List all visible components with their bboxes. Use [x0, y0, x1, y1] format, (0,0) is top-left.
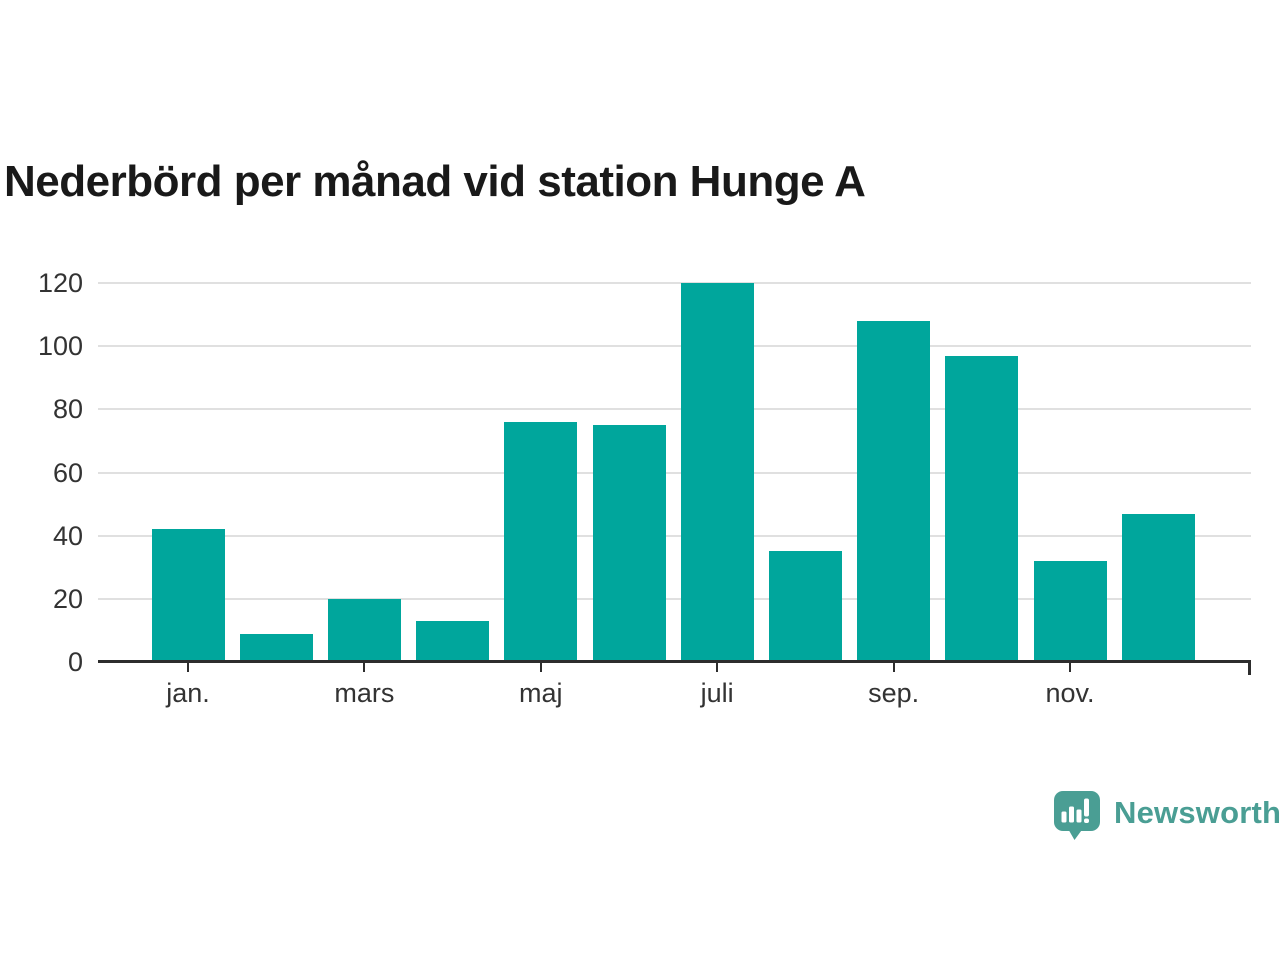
- x-axis-label-maj: maj: [519, 678, 563, 708]
- gridline-40: [98, 534, 1251, 537]
- plot-area: [98, 282, 1251, 662]
- bar-month-11: [1033, 560, 1107, 662]
- y-axis-label-40: 40: [52, 520, 83, 551]
- bar-month-12: [1121, 513, 1195, 662]
- x-tick-juli: [716, 663, 719, 672]
- newsworthy-brand-name: Newsworthy: [1114, 795, 1280, 830]
- chart-title: Nederbörd per månad vid station Hunge A: [4, 157, 866, 207]
- gridline-60: [98, 471, 1251, 474]
- gridline-100: [98, 345, 1251, 348]
- bar-month-8: [768, 551, 842, 662]
- y-axis-label-0: 0: [67, 647, 83, 677]
- y-axis-label-60: 60: [52, 457, 83, 488]
- x-tick-nov: [1069, 663, 1071, 672]
- y-axis-label-100: 100: [37, 331, 83, 362]
- y-axis-label-80: 80: [52, 394, 83, 425]
- x-axis-label-sep: sep.: [868, 678, 920, 708]
- y-axis-label-20: 20: [52, 583, 83, 614]
- bar-month-6: [592, 425, 666, 662]
- bar-month-7: [680, 283, 754, 662]
- x-tick-maj: [539, 663, 542, 672]
- bar-month-1: [151, 529, 225, 662]
- x-axis-label-jan: jan.: [166, 678, 210, 708]
- bar-month-3: [327, 598, 401, 662]
- x-tick-mars: [363, 663, 366, 672]
- x-tick-sep: [892, 663, 895, 672]
- x-axis-label-mars: mars: [334, 678, 395, 708]
- y-axis-label-120: 120: [37, 268, 83, 298]
- x-axis-label-juli: juli: [700, 678, 734, 708]
- x-axis-label-nov: nov.: [1045, 678, 1095, 708]
- x-tick-jan: [187, 663, 189, 672]
- bar-month-10: [945, 355, 1019, 662]
- newsworthy-logo: Newsworthy: [1053, 790, 1280, 841]
- bar-month-4: [416, 620, 490, 662]
- bar-month-5: [504, 421, 578, 662]
- bar-month-9: [857, 320, 931, 662]
- bar-month-2: [239, 633, 313, 662]
- gridline-120: [98, 282, 1251, 284]
- gridline-20: [98, 597, 1251, 600]
- newsworthy-logo-icon: [1054, 791, 1100, 840]
- x-axis-line: [98, 660, 1251, 663]
- gridline-80: [98, 408, 1251, 411]
- x-axis-end-tick: [1248, 660, 1251, 675]
